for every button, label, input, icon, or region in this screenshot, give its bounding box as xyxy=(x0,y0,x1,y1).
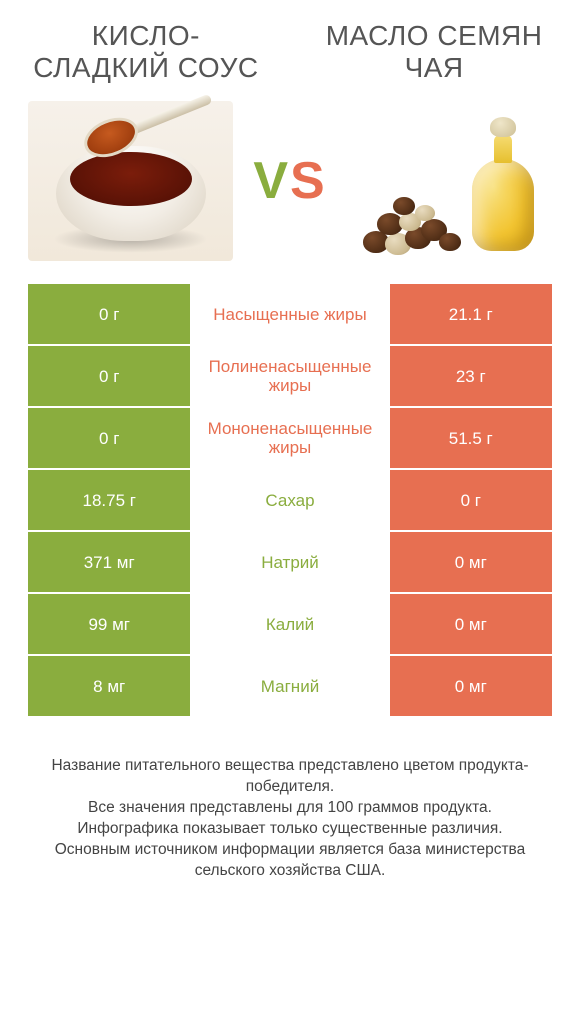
right-value: 51.5 г xyxy=(390,408,552,468)
right-value: 0 мг xyxy=(390,532,552,592)
right-value: 21.1 г xyxy=(390,284,552,344)
nutrient-label: Насыщенные жиры xyxy=(190,284,389,344)
left-value: 371 мг xyxy=(28,532,190,592)
right-product-image xyxy=(347,101,552,261)
table-row: 18.75 гСахар0 г xyxy=(28,470,552,530)
right-value: 0 г xyxy=(390,470,552,530)
right-value: 0 мг xyxy=(390,656,552,716)
nutrient-label: Магний xyxy=(190,656,389,716)
table-row: 0 гПолиненасыщенные жиры23 г xyxy=(28,346,552,406)
left-value: 8 мг xyxy=(28,656,190,716)
right-value: 23 г xyxy=(390,346,552,406)
table-row: 99 мгКалий0 мг xyxy=(28,594,552,654)
right-product-title: МАСЛО СЕМЯН ЧАЯ xyxy=(316,20,552,84)
images-row: VS xyxy=(28,96,552,266)
nutrient-label: Полиненасыщенные жиры xyxy=(190,346,389,406)
nutrient-label: Сахар xyxy=(190,470,389,530)
table-row: 0 гНасыщенные жиры21.1 г xyxy=(28,284,552,344)
right-value: 0 мг xyxy=(390,594,552,654)
nutrient-label: Мононенасыщенные жиры xyxy=(190,408,389,468)
left-value: 18.75 г xyxy=(28,470,190,530)
left-value: 0 г xyxy=(28,346,190,406)
vs-label: VS xyxy=(253,151,326,211)
table-row: 0 гМононенасыщенные жиры51.5 г xyxy=(28,408,552,468)
left-value: 0 г xyxy=(28,284,190,344)
left-product-image xyxy=(28,101,233,261)
table-row: 8 мгМагний0 мг xyxy=(28,656,552,716)
titles-row: КИСЛО-СЛАДКИЙ СОУС МАСЛО СЕМЯН ЧАЯ xyxy=(28,20,552,84)
nutrient-label: Калий xyxy=(190,594,389,654)
nutrient-label: Натрий xyxy=(190,532,389,592)
left-product-title: КИСЛО-СЛАДКИЙ СОУС xyxy=(28,20,264,84)
table-row: 371 мгНатрий0 мг xyxy=(28,532,552,592)
footnote-text: Название питательного вещества представл… xyxy=(28,756,552,882)
nutrition-table: 0 гНасыщенные жиры21.1 г0 гПолиненасыщен… xyxy=(28,284,552,718)
left-value: 0 г xyxy=(28,408,190,468)
left-value: 99 мг xyxy=(28,594,190,654)
comparison-infographic: КИСЛО-СЛАДКИЙ СОУС МАСЛО СЕМЯН ЧАЯ VS xyxy=(0,0,580,1024)
